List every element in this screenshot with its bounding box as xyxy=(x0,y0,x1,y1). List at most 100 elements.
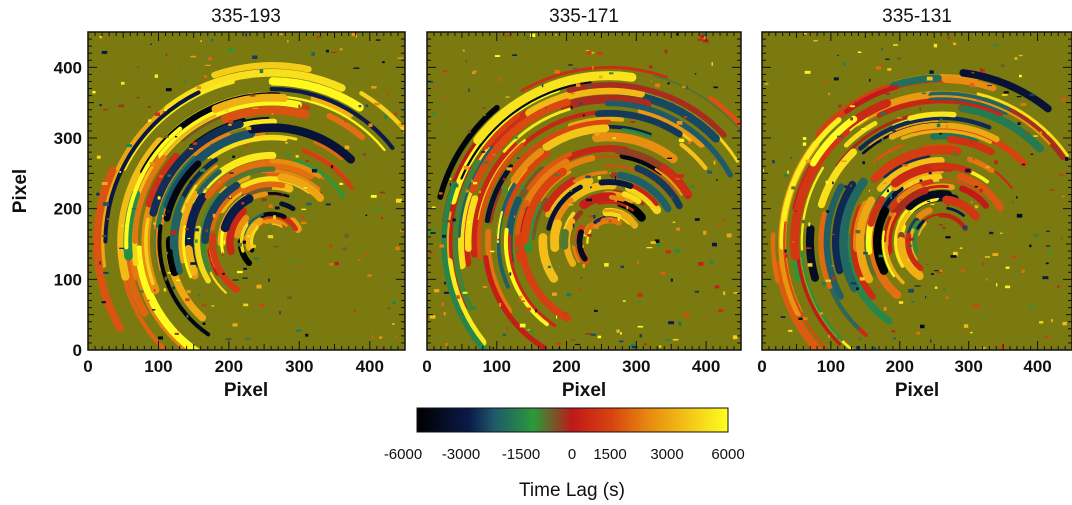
speckle xyxy=(468,88,470,92)
x-tick-label: 400 xyxy=(356,357,384,376)
speckle xyxy=(472,306,476,310)
speckle xyxy=(930,273,934,275)
speckle xyxy=(946,124,948,128)
speckle xyxy=(1044,336,1049,338)
speckle xyxy=(996,282,998,287)
speckle xyxy=(791,186,796,190)
speckle xyxy=(443,312,446,316)
speckle xyxy=(597,335,602,339)
loop-feature xyxy=(183,245,198,276)
speckle xyxy=(556,342,561,345)
speckle xyxy=(764,286,767,289)
loop-feature xyxy=(521,167,567,245)
speckle xyxy=(169,164,171,168)
speckle xyxy=(204,75,208,78)
speckle xyxy=(379,336,383,339)
colorbar-gradient xyxy=(416,407,729,433)
speckle xyxy=(247,235,250,238)
loop-feature xyxy=(262,218,288,227)
loop-feature xyxy=(942,76,997,92)
speckle xyxy=(994,160,998,165)
speckle xyxy=(1058,174,1064,176)
loop-feature xyxy=(268,77,364,112)
loop-feature xyxy=(916,219,925,230)
speckle xyxy=(700,34,705,38)
speckle xyxy=(519,323,526,328)
loop-feature xyxy=(444,257,487,347)
speckle xyxy=(902,164,908,167)
speckle xyxy=(184,80,186,83)
speckle xyxy=(1046,230,1050,232)
speckle xyxy=(223,240,226,244)
speckle xyxy=(982,316,985,318)
y-tick-label: 400 xyxy=(54,58,82,77)
loop-feature xyxy=(942,195,980,221)
speckle xyxy=(320,191,322,194)
speckle xyxy=(190,262,197,265)
loop-feature xyxy=(144,217,155,286)
loop-feature xyxy=(895,154,931,173)
speckle xyxy=(764,83,769,85)
speckle xyxy=(147,299,150,302)
speckle xyxy=(287,40,289,43)
loop-feature xyxy=(441,180,489,350)
speckle xyxy=(883,182,887,185)
loop-feature xyxy=(572,245,581,263)
speckle xyxy=(554,173,559,176)
loop-feature xyxy=(452,159,481,311)
speckle xyxy=(499,303,501,307)
speckle xyxy=(190,55,196,58)
speckle xyxy=(344,233,349,238)
speckle xyxy=(959,247,963,249)
speckle xyxy=(856,287,859,291)
speckle xyxy=(363,153,367,156)
speckle xyxy=(907,259,910,262)
speckle xyxy=(176,279,180,281)
speckle xyxy=(442,97,446,99)
speckle xyxy=(330,51,337,53)
speckle xyxy=(382,61,385,64)
speckle xyxy=(185,202,188,207)
loop-feature xyxy=(838,177,868,293)
loop-feature xyxy=(514,199,530,236)
loop-feature xyxy=(460,81,592,180)
speckle xyxy=(454,183,459,188)
loop-feature xyxy=(164,69,346,113)
speckle xyxy=(963,324,969,328)
speckle xyxy=(189,148,194,150)
loop-feature xyxy=(858,115,992,151)
loop-feature xyxy=(526,151,572,191)
x-axis-label: Pixel xyxy=(562,380,606,401)
loop-feature xyxy=(572,170,608,184)
speckle xyxy=(434,289,440,293)
speckle xyxy=(281,192,284,195)
speckle xyxy=(582,114,585,117)
speckle xyxy=(189,180,192,184)
x-tick-label: 200 xyxy=(215,357,243,376)
loop-feature xyxy=(117,137,164,281)
speckle xyxy=(218,181,221,183)
speckle xyxy=(616,329,620,333)
speckle xyxy=(927,200,931,202)
speckle xyxy=(463,165,470,170)
loop-feature xyxy=(132,155,167,244)
speckle xyxy=(211,237,213,242)
speckle xyxy=(237,242,242,247)
loop-feature xyxy=(326,113,366,141)
speckle xyxy=(285,153,291,156)
speckle xyxy=(880,111,886,115)
speckle xyxy=(375,39,381,41)
speckle xyxy=(920,324,925,329)
speckle xyxy=(121,81,125,85)
speckle xyxy=(155,112,160,116)
loop-feature xyxy=(182,225,193,279)
loop-feature xyxy=(519,166,545,198)
speckle xyxy=(373,348,375,350)
loop-feature xyxy=(502,107,572,153)
speckle xyxy=(643,343,647,345)
speckle xyxy=(252,108,259,109)
speckle xyxy=(1065,157,1069,161)
speckle xyxy=(802,226,805,228)
speckle xyxy=(509,272,512,276)
